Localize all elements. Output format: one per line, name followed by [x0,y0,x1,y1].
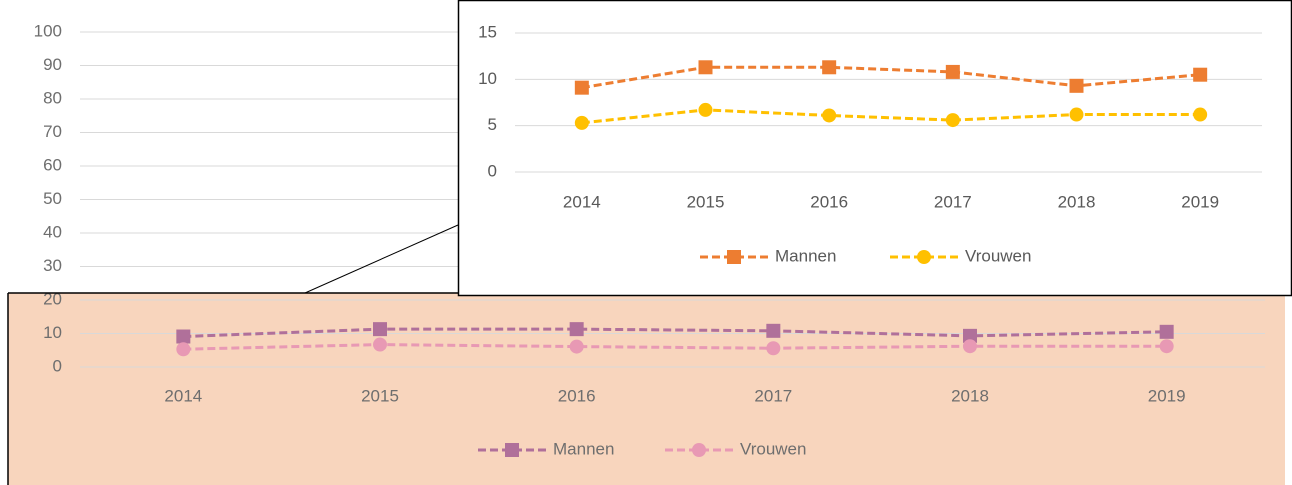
y-tick-label: 80 [43,88,62,107]
x-tick-label: 2018 [1058,192,1096,211]
y-tick-label: 0 [488,161,497,180]
x-tick-label: 2019 [1181,192,1219,211]
marker [766,341,781,356]
marker [176,342,191,357]
marker [176,329,191,344]
y-tick-label: 70 [43,122,62,141]
marker [569,322,584,337]
marker [1159,339,1174,354]
x-tick-label: 2015 [687,192,725,211]
y-tick-label: 0 [53,356,62,375]
marker [692,443,706,457]
marker [574,80,589,95]
marker [822,108,837,123]
x-tick-label: 2014 [164,386,202,405]
marker [373,337,387,352]
legend-label: Mannen [775,246,836,265]
y-tick-label: 100 [34,21,62,40]
marker [698,60,713,75]
marker [505,443,519,457]
x-tick-label: 2016 [558,386,596,405]
x-tick-label: 2017 [934,192,972,211]
marker [963,339,977,354]
x-tick-label: 2017 [754,386,792,405]
marker [917,250,931,264]
marker [574,115,589,130]
series-line [183,327,1167,339]
x-tick-label: 2016 [810,192,848,211]
legend-label: Vrouwen [740,439,806,458]
marker [945,113,960,128]
y-tick-label: 20 [43,289,62,308]
y-tick-label: 15 [478,22,497,41]
legend-label: Mannen [553,439,614,458]
inset-frame [457,0,1292,297]
y-tick-label: 10 [478,69,497,88]
marker [727,250,741,264]
y-tick-label: 10 [43,323,62,342]
y-tick-label: 30 [43,256,62,275]
x-tick-label: 2014 [563,192,601,211]
y-tick-label: 90 [43,55,62,74]
y-tick-label: 40 [43,222,62,241]
zoom-connector [304,224,459,294]
series-line [581,108,1201,125]
highlight-region [8,293,1285,485]
marker [1193,67,1208,82]
marker [945,64,960,79]
legend-label: Vrouwen [965,246,1031,265]
marker [766,323,781,338]
marker [698,102,713,117]
series-line [581,65,1201,90]
marker [1069,78,1084,93]
marker [373,322,387,337]
y-tick-label: 5 [488,115,497,134]
marker [822,60,837,75]
y-tick-label: 50 [43,189,62,208]
marker [1159,324,1174,339]
marker [1193,107,1208,122]
x-tick-label: 2019 [1148,386,1186,405]
x-tick-label: 2015 [361,386,399,405]
y-tick-label: 60 [43,155,62,174]
series-line [183,343,1167,351]
marker [963,328,977,343]
marker [569,339,584,354]
marker [1069,107,1084,122]
x-tick-label: 2018 [951,386,989,405]
inset-chart: 0 5 10 15 2014 2015 2016 2017 2018 2019 Mannen Vrou… [478,22,1262,265]
